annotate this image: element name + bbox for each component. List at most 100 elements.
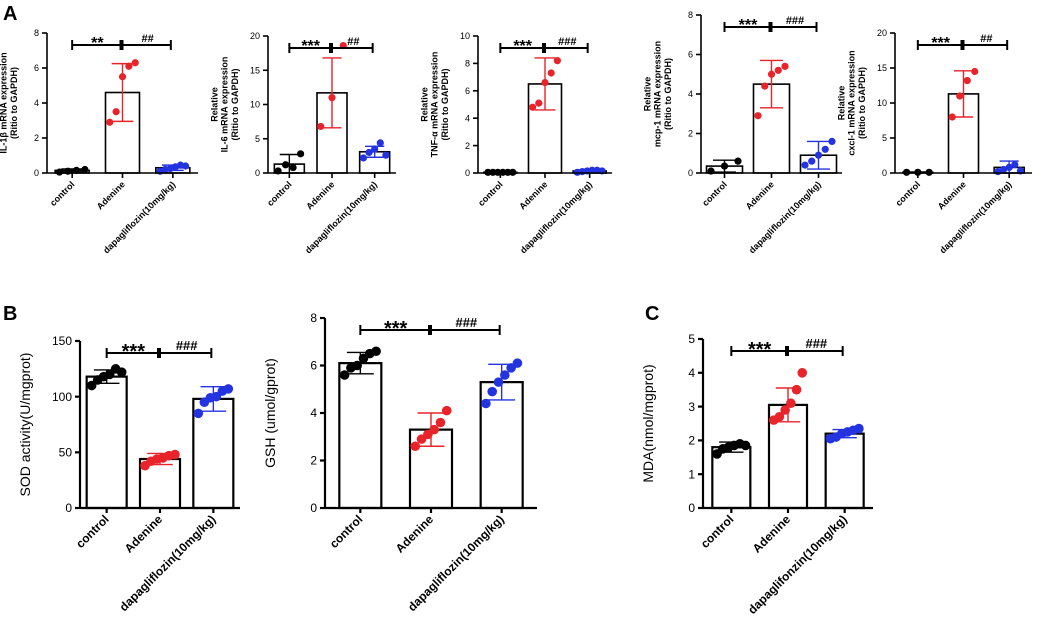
data-point: [170, 449, 180, 460]
data-point: [963, 77, 971, 85]
x-tick-label: control: [265, 179, 294, 208]
y-tick-label: 4: [688, 366, 695, 380]
data-point: [1005, 163, 1013, 171]
y-axis-label: Relative: [419, 87, 429, 122]
data-point: [774, 66, 782, 74]
significance-marker: ###: [786, 15, 804, 27]
data-point: [116, 367, 127, 377]
y-tick-label: 5: [688, 332, 695, 346]
data-point: [956, 92, 964, 100]
panel-label-b: B: [3, 303, 17, 325]
x-tick-label: control: [476, 179, 505, 208]
data-point: [81, 165, 89, 174]
data-point: [371, 346, 381, 357]
data-point: [720, 162, 729, 170]
y-tick-label: 0: [65, 501, 72, 515]
data-point: [296, 150, 305, 158]
data-point: [801, 161, 809, 169]
x-tick-label: Adenine: [393, 512, 437, 556]
data-point: [118, 73, 127, 81]
data-point: [780, 405, 790, 415]
data-point: [352, 360, 362, 371]
data-point: [359, 154, 368, 162]
data-point: [281, 161, 290, 169]
y-axis-label: (Ritio to GAPDH): [663, 58, 673, 130]
data-point: [761, 82, 769, 90]
y-tick-label: 150: [52, 334, 72, 348]
data-point: [821, 145, 829, 153]
y-tick-label: 0: [310, 501, 317, 515]
data-point: [971, 67, 979, 76]
data-point: [339, 370, 350, 380]
significance-marker: ***: [122, 341, 146, 363]
significance-marker: ##: [142, 33, 154, 45]
y-tick-label: 5: [882, 133, 887, 143]
significance-marker: ###: [176, 338, 198, 353]
x-tick-label: control: [73, 512, 112, 551]
y-tick-label: 1: [688, 467, 695, 481]
y-axis-label: IL-1β mRNA expression: [0, 52, 9, 153]
x-tick-label: Adenine: [517, 179, 549, 211]
bar-control: [338, 362, 383, 510]
x-tick-label: Adenine: [95, 179, 127, 211]
data-point: [828, 137, 836, 145]
bar-control: [85, 375, 128, 510]
x-tick-label: Adenine: [304, 179, 336, 211]
y-axis-label: (Ritio to GAPDH): [230, 69, 240, 141]
data-point: [1011, 161, 1019, 169]
x-tick-label: control: [698, 512, 737, 551]
data-point: [106, 118, 114, 126]
y-axis-label: Relative: [209, 87, 219, 122]
y-tick-label: 15: [877, 63, 887, 73]
y-tick-label: 20: [877, 28, 887, 38]
data-point: [181, 162, 190, 170]
chart-il6: 0 5 10 15 20 control Adeninedapagliflozin(10mg…: [209, 31, 396, 255]
y-tick-label: 4: [310, 406, 317, 420]
significance-marker: ###: [455, 315, 477, 330]
data-point: [754, 112, 762, 120]
y-tick-label: 10: [250, 100, 260, 110]
data-point: [791, 384, 802, 395]
significance-marker: ##: [980, 33, 992, 45]
significance-marker: ***: [301, 38, 320, 55]
y-tick-label: 10: [877, 98, 887, 108]
x-tick-label: control: [48, 179, 77, 208]
data-point: [547, 69, 555, 77]
bar-adenine: [316, 92, 348, 174]
data-point: [948, 113, 956, 121]
x-tick-label: dapagliflozin(10mg/kg): [303, 179, 379, 255]
y-axis-label: (Ritio to GAPDH): [440, 69, 450, 141]
data-point: [588, 166, 596, 174]
data-point: [382, 151, 390, 159]
y-tick-label: 2: [465, 141, 470, 151]
data-point: [734, 157, 742, 165]
data-point: [786, 398, 796, 409]
data-point: [223, 384, 234, 394]
data-point: [441, 405, 452, 416]
y-tick-label: 15: [250, 65, 260, 75]
y-tick-label: 8: [310, 311, 317, 325]
significance-marker: ***: [513, 38, 532, 55]
y-tick-label: 0: [688, 168, 693, 178]
y-axis-label: TNF-α mRNA expression: [430, 52, 440, 158]
data-point: [371, 145, 379, 153]
data-point: [435, 417, 446, 428]
y-tick-label: 100: [52, 390, 72, 404]
y-tick-label: 6: [465, 86, 470, 96]
data-point: [72, 166, 81, 174]
x-tick-label: Adenine: [936, 179, 968, 211]
data-point: [535, 99, 543, 107]
y-tick-label: 4: [465, 113, 470, 123]
significance-marker: ***: [931, 35, 950, 52]
y-axis-label: (Ritio to GAPDH): [857, 67, 867, 139]
significance-marker: ***: [739, 17, 758, 34]
significance-marker: ***: [748, 339, 772, 361]
significance-marker: **: [91, 35, 104, 52]
y-tick-label: 4: [688, 89, 693, 99]
y-axis-label: MDA(nmol/mgprot): [640, 364, 656, 482]
y-tick-label: 0: [34, 168, 39, 178]
data-point: [493, 377, 504, 387]
panel-label-c: C: [645, 303, 659, 325]
